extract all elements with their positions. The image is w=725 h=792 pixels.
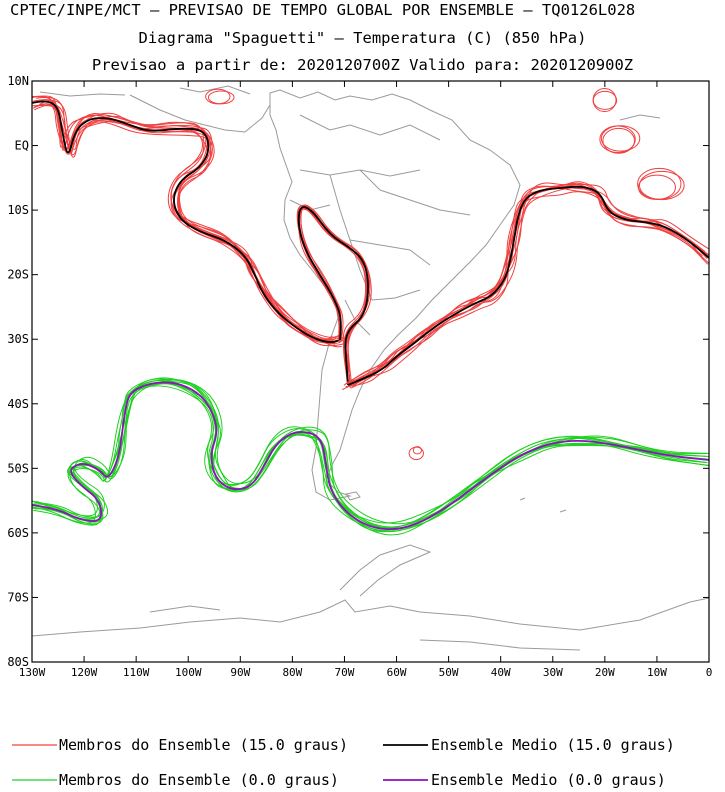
plot-frame (31, 80, 710, 663)
isotherm-15-blob (599, 125, 636, 153)
isotherm-15-andes-member (300, 206, 372, 387)
isotherm-15-pacific-mean (32, 100, 341, 343)
lon-label: 40W (491, 666, 511, 679)
lat-label: 10N (7, 74, 29, 88)
title-line-2: Diagrama "Spaguetti" – Temperatura (C) (… (138, 29, 587, 47)
legend (12, 744, 428, 781)
lon-label: 110W (123, 666, 150, 679)
lat-label: 20S (7, 268, 29, 282)
isotherm-15-blob (412, 446, 423, 455)
isotherm-15-atlantic-member (353, 187, 709, 386)
isotherm-15-atlantic-member (350, 182, 709, 382)
lat-label: 40S (7, 397, 29, 411)
legend-label-members-0: Membros do Ensemble (0.0 graus) (59, 771, 339, 789)
isotherm-15-blob (602, 127, 636, 154)
contour-curves (32, 88, 709, 536)
isotherm-0-member (34, 382, 708, 529)
lat-label: 60S (7, 526, 29, 540)
lon-label: 80W (282, 666, 302, 679)
lat-label: EQ (15, 139, 29, 153)
lat-label: 10S (7, 203, 29, 217)
lon-label: 50W (439, 666, 459, 679)
isotherm-15-blob (205, 88, 231, 105)
isotherm-15-blob (637, 167, 682, 200)
isotherm-0-member (32, 383, 709, 536)
isotherm-15-andes-member (300, 204, 371, 384)
legend-label-mean-15: Ensemble Medio (15.0 graus) (431, 736, 675, 754)
lon-label: 120W (71, 666, 98, 679)
isotherm-0-member (33, 385, 709, 533)
isotherm-15-blob (592, 90, 618, 110)
isotherm-0-member (35, 379, 709, 529)
isotherm-15-pacific-member (34, 103, 344, 341)
lon-label: 90W (230, 666, 250, 679)
legend-label-mean-0: Ensemble Medio (0.0 graus) (431, 771, 666, 789)
lon-label: 0 (706, 666, 713, 679)
isotherm-15-pacific-member (32, 95, 333, 342)
lat-label: 70S (7, 590, 29, 604)
isotherm-0-member (32, 379, 708, 524)
lon-label: 60W (387, 666, 407, 679)
isotherm-0-member (34, 378, 709, 525)
isotherm-15-blob (592, 88, 617, 113)
title-line-3: Previsao a partir de: 2020120700Z Valido… (91, 56, 634, 74)
isotherm-0-mean (32, 381, 709, 531)
lat-label: 50S (7, 461, 29, 475)
lon-label: 10W (647, 666, 667, 679)
legend-label-members-15: Membros do Ensemble (15.0 graus) (59, 736, 348, 754)
isotherm-15-blob (637, 174, 676, 201)
isotherm-15-pacific-member (32, 103, 336, 345)
isotherm-0-member (32, 381, 706, 531)
lon-label: 100W (175, 666, 202, 679)
isotherm-0-member (33, 378, 709, 528)
isotherm-0-member (32, 383, 708, 533)
isotherm-15-pacific-member (32, 95, 341, 340)
lon-label: 30W (543, 666, 563, 679)
coastlines (32, 85, 709, 651)
lon-label: 130W (19, 666, 46, 679)
isotherm-15-andes-mean (297, 206, 369, 386)
lat-label: 80S (7, 655, 29, 669)
lon-label: 70W (335, 666, 355, 679)
isotherm-15-atlantic-mean (347, 185, 709, 386)
lon-label: 20W (595, 666, 615, 679)
title-line-1: CPTEC/INPE/MCT – PREVISAO DE TEMPO GLOBA… (10, 1, 636, 19)
lat-label: 30S (7, 332, 29, 346)
